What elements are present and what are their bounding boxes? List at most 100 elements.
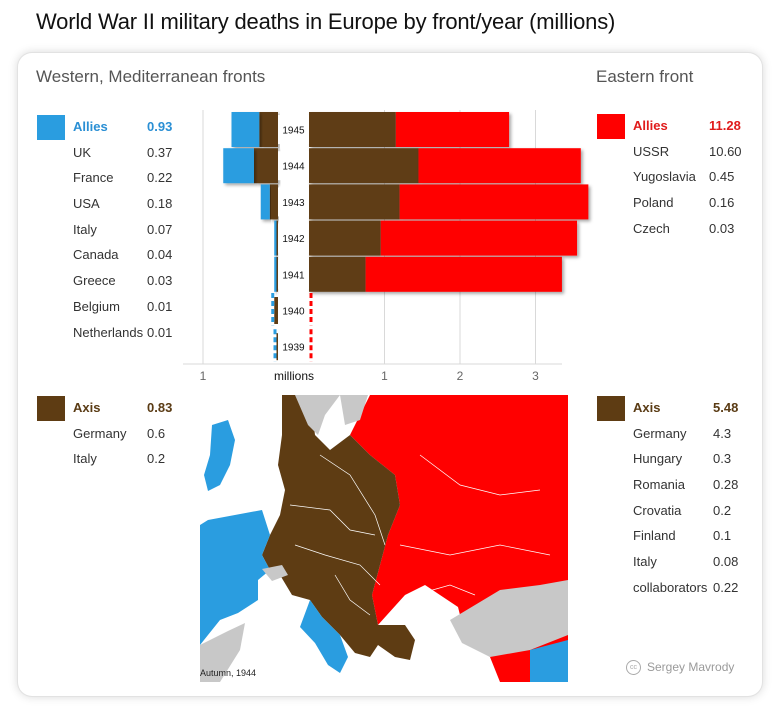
legend-row-value: 0.18 [147, 196, 173, 212]
legend-row-value: 0.03 [147, 273, 173, 289]
legend-row-name: Romania [633, 477, 686, 493]
author-credit: cc Sergey Mavrody [626, 660, 735, 676]
legend-swatch [597, 396, 625, 421]
legend-group-total: 0.93 [147, 119, 173, 134]
tick-label-west: 1 [200, 369, 207, 383]
legend-row: Yugoslavia 0.45 [633, 165, 780, 191]
legend-row-name: France [73, 170, 114, 186]
legend-row-value: 0.22 [147, 170, 173, 186]
legend-swatch [37, 396, 65, 421]
bar-east-axis [309, 112, 396, 147]
bar-east-allies [395, 112, 510, 147]
legend-row-value: 0.2 [713, 502, 732, 518]
legend-header-row: Allies 11.28 [597, 114, 780, 140]
map-caption: Autumn, 1944 [200, 668, 257, 678]
legend-row-name: UK [73, 144, 92, 160]
map-britain [204, 420, 235, 491]
legend-group-label: Allies [633, 118, 668, 133]
legend-row-value: 4.3 [713, 425, 732, 441]
bar-east-axis [309, 148, 419, 184]
bar-west-allies [274, 220, 277, 256]
map-italy-allies [300, 600, 348, 673]
x-axis-label: millions [274, 369, 314, 383]
east-axis-legend: Axis 5.48 Germany 4.3 Hungary 0.3 Romania 0.28 C… [597, 396, 780, 602]
legend-row: Belgium 0.01 [73, 295, 243, 321]
legend-row-value: 0.3 [713, 451, 732, 467]
cc-icon: cc [626, 660, 641, 676]
legend-row: UK 0.37 [73, 141, 243, 167]
legend-row-name: Netherlands [73, 324, 144, 340]
map-spain [200, 623, 245, 682]
bar-west-axis [259, 112, 278, 147]
map-switzerland [262, 565, 288, 581]
legend-row-name: Italy [73, 451, 97, 467]
east-allies-legend: Allies 11.28 USSR 10.60 Yugoslavia 0.45 Poland… [597, 114, 780, 242]
year-label-bg [278, 223, 309, 253]
legend-group-total: 0.83 [147, 400, 173, 415]
legend-row: Italy 0.2 [73, 447, 243, 473]
legend-row: collaborators 0.22 [633, 576, 780, 602]
legend-row-name: Italy [633, 554, 657, 570]
tick-label-east: 1 [381, 369, 388, 383]
tick-label-east: 3 [532, 369, 539, 383]
map-east-corner-blue [530, 640, 568, 682]
map-turkey [450, 580, 568, 657]
legend-row: Canada 0.04 [73, 243, 243, 269]
legend-row: Hungary 0.3 [633, 447, 780, 473]
bar-east-axis [309, 220, 381, 256]
bar-west-allies [274, 256, 277, 292]
bar-west-axis [276, 333, 278, 361]
legend-row: Finland 0.1 [633, 524, 780, 550]
legend-row-value: 0.16 [709, 195, 735, 211]
bar-east-axis [309, 184, 400, 220]
year-label-bg [278, 296, 309, 325]
map-scandinavia [295, 395, 340, 435]
bar-east-allies [399, 184, 589, 220]
legend-row-name: Belgium [73, 298, 120, 314]
tick-label-east: 2 [457, 369, 464, 383]
legend-row-value: 0.01 [147, 324, 173, 340]
bar-west-allies [223, 148, 254, 184]
bar-west-axis [274, 297, 278, 324]
europe-map-image [200, 395, 568, 682]
year-label-bg [278, 187, 309, 217]
legend-group-label: Axis [73, 400, 101, 415]
legend-header-row: Axis 5.48 [597, 396, 780, 422]
west-allies-legend: Allies 0.93 UK 0.37 France 0.22 USA 0.18 Italy 0.… [37, 115, 243, 347]
legend-row-value: 0.04 [147, 247, 173, 263]
year-label-bg [278, 259, 309, 289]
bar-east-allies [380, 220, 578, 256]
legend-row: Poland 0.16 [633, 191, 780, 217]
east-heading: Eastern front [596, 67, 694, 86]
west-heading: Western, Mediterranean fronts [36, 67, 266, 86]
europe-map [200, 395, 568, 682]
legend-row-name: Poland [633, 195, 674, 211]
legend-row-value: 0.01 [147, 298, 173, 314]
legend-group-label: Allies [73, 119, 108, 134]
year-label: 1941 [282, 270, 305, 281]
legend-swatch [37, 115, 65, 140]
author-name: Sergey Mavrody [647, 660, 735, 674]
legend-header-row: Allies 0.93 [37, 115, 243, 141]
year-label: 1940 [282, 307, 305, 318]
bar-west-axis [254, 148, 278, 184]
legend-row-value: 0.2 [147, 451, 166, 467]
legend-row-name: Yugoslavia [633, 169, 696, 185]
deaths-bar-chart: 1945 1944 1943 1942 1941 1940 1939 1 1 2 3 millions [183, 110, 589, 383]
west-axis-legend: Axis 0.83 Germany 0.6 Italy 0.2 [37, 396, 243, 473]
legend-row: Romania 0.28 [633, 473, 780, 499]
legend-header-row: Axis 0.83 [37, 396, 243, 422]
legend-row-name: Czech [633, 220, 670, 236]
legend-row: Netherlands 0.01 [73, 321, 243, 347]
legend-row-name: Greece [73, 273, 116, 289]
legend-row: USSR 10.60 [633, 140, 780, 166]
legend-row-name: USA [73, 196, 100, 212]
legend-row-value: 0.45 [709, 169, 735, 185]
legend-row-value: 0.6 [147, 425, 166, 441]
legend-row: USA 0.18 [73, 192, 243, 218]
legend-row-name: Hungary [633, 451, 683, 467]
year-label: 1943 [282, 198, 305, 209]
legend-row-value: 0.22 [713, 579, 739, 595]
legend-row-name: collaborators [633, 579, 708, 595]
legend-row-name: Crovatia [633, 502, 682, 518]
